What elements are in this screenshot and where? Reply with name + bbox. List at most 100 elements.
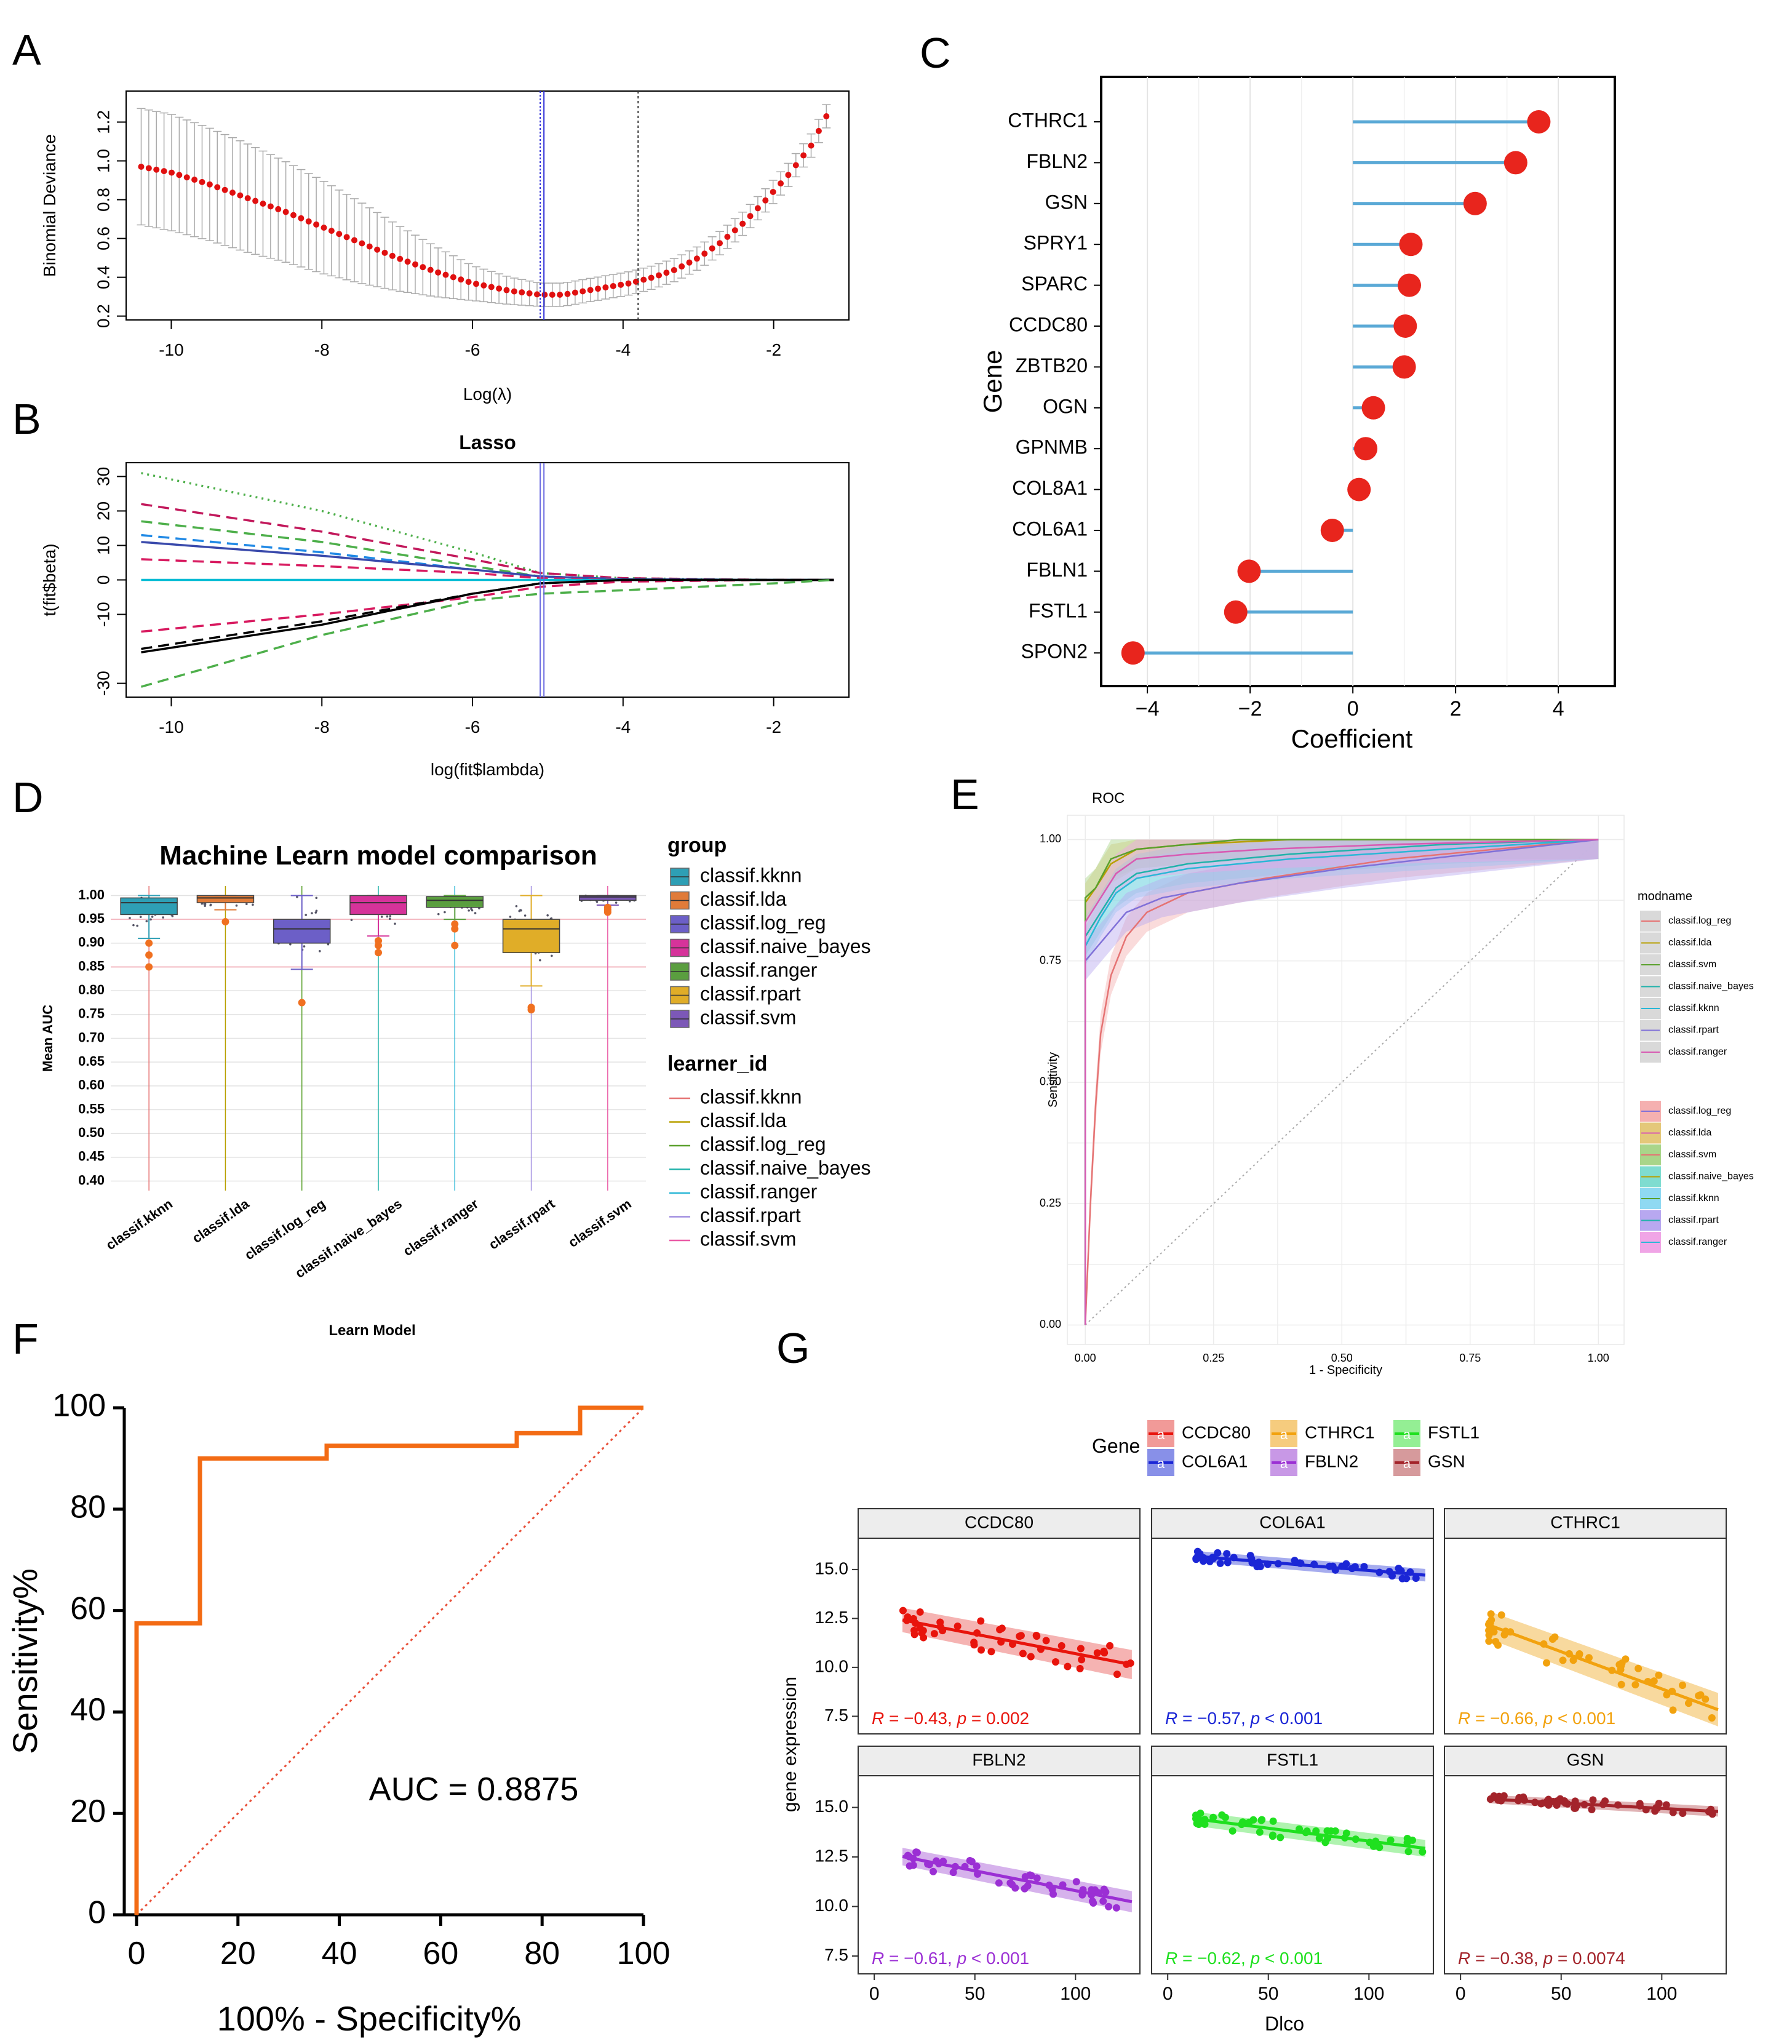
panel-a-point [397, 255, 404, 262]
panel-a-point [557, 292, 563, 298]
panel-g-stat-R: R [1458, 1709, 1470, 1728]
panel-a-point [336, 231, 343, 238]
panel-g-point [1049, 1890, 1057, 1898]
panel-g-stat-R-value: = −0.38, [1470, 1949, 1543, 1968]
panel-g-point [1668, 1687, 1676, 1695]
panel-g-point [1321, 1838, 1329, 1846]
panel-d-jitter-point [204, 903, 207, 906]
panel-d-legend-group-label: classif.rpart [700, 983, 801, 1005]
panel-e-xtick-label: 0.25 [1203, 1352, 1224, 1364]
panel-g-point [1352, 1835, 1360, 1843]
panel-d-outlier [145, 939, 153, 947]
panel-g-point [1341, 1834, 1349, 1842]
panel-g-point [904, 1851, 912, 1859]
panel-g-point [1229, 1827, 1236, 1835]
panel-g-point [1565, 1650, 1573, 1658]
panel-a-point [808, 142, 814, 149]
panel-g-point [1209, 1813, 1217, 1821]
panel-g-point [1662, 1801, 1670, 1809]
panel-g-point [1387, 1836, 1395, 1844]
panel-b-ytick-label: 30 [94, 467, 113, 486]
panel-a-point [671, 266, 677, 273]
panel-g-point [1559, 1656, 1567, 1664]
panel-a-point [435, 269, 442, 276]
panel-d-jitter-point [380, 916, 383, 918]
panel-c-point [1463, 191, 1487, 215]
panel-g-stat-R: R [872, 1949, 884, 1968]
panel-a-point [161, 168, 167, 175]
panel-g-point [1196, 1817, 1204, 1825]
panel-g-stat-annotation: R = −0.38, p = 0.0074 [1458, 1949, 1625, 1968]
panel-a-point [785, 172, 792, 178]
panel-b-series-s8 [141, 578, 834, 633]
panel-a-point [381, 249, 388, 256]
panel-g-point [1072, 1878, 1080, 1886]
panel-d-jitter-point [515, 904, 518, 908]
panel-a-point [731, 227, 738, 234]
panel-d-legend-group-label: classif.log_reg [700, 911, 826, 933]
panel-e-band-classif.kknn [1085, 839, 1599, 1325]
panel-c-xtick-label: 4 [1553, 697, 1564, 721]
panel-d-ytick-label: 0.65 [78, 1053, 105, 1069]
panel-a-ytick-label: 1.2 [94, 110, 113, 134]
panel-a-point [351, 237, 357, 244]
panel-a-point [389, 252, 396, 259]
panel-c-point [1224, 600, 1248, 624]
panel-d-jitter-point [474, 912, 477, 914]
panel-g-point [1403, 1834, 1411, 1842]
panel-d-ytick-label: 0.90 [78, 935, 105, 950]
panel-b-series-s1 [141, 472, 834, 581]
panel-b-xlabel: log(fit$lambda) [431, 760, 544, 779]
panel-d-legend-group-label: classif.naive_bayes [700, 935, 870, 957]
panel-g-point [1248, 1559, 1256, 1567]
panel-g-point [912, 1619, 920, 1627]
panel-g-point [1651, 1807, 1659, 1815]
panel-g-point [1326, 1562, 1334, 1570]
panel-g-point [949, 1869, 957, 1877]
panel-g-point [1507, 1628, 1515, 1636]
panel-b-ylabel: t(fit$beta) [40, 543, 59, 616]
panel-g-point [973, 1629, 981, 1637]
panel-g-point [1051, 1658, 1059, 1666]
panel-c-gene-label: COL6A1 [1012, 517, 1088, 540]
panel-g-legend-label: FBLN2 [1305, 1451, 1358, 1471]
panel-d-outlier [298, 999, 306, 1007]
panel-label-B: B [12, 395, 41, 443]
panel-a-point [618, 281, 624, 288]
panel-label-D: D [12, 773, 44, 821]
panel-d-jitter-point [204, 904, 206, 907]
panel-g-xtick-label: 0 [1163, 1984, 1173, 2004]
panel-b-xtick-label: -4 [615, 717, 631, 737]
panel-d-outlier [451, 925, 459, 933]
panel-d-jitter-point [315, 896, 318, 900]
panel-e-legend-label-2: classif.ranger [1668, 1237, 1727, 1247]
panel-g-point [1697, 1691, 1705, 1699]
panel-g-point [1617, 1680, 1625, 1688]
panel-f-xtick-label: 40 [322, 1936, 357, 1971]
panel-a-point [648, 274, 655, 281]
panel-d-jitter-point [509, 916, 512, 918]
panel-d-outlier [375, 941, 382, 949]
panel-g-stat-p: p [1250, 1709, 1260, 1728]
panel-g-stat-p-value: < 0.001 [1260, 1949, 1323, 1968]
panel-g-point [1553, 1801, 1561, 1809]
panel-g-point [1485, 1637, 1493, 1645]
panel-g-stat-p-value: = 0.002 [966, 1709, 1029, 1728]
panel-e-ytick-label: 1.00 [1040, 832, 1061, 845]
panel-d-jitter-point [149, 918, 152, 921]
panel-g-point [1338, 1562, 1346, 1570]
panel-g-point [1078, 1656, 1086, 1664]
panel-g-stat-R-value: = −0.43, [884, 1709, 957, 1728]
panel-g-point [1296, 1825, 1304, 1833]
panel-c-point [1399, 233, 1423, 257]
panel-f-xtick-label: 60 [423, 1936, 458, 1971]
panel-g-point [977, 1617, 985, 1625]
panel-g-stat-R-value: = −0.66, [1470, 1709, 1543, 1728]
panel-label-C: C [920, 29, 951, 77]
panel-g-ytick-label: 10.0 [815, 1656, 849, 1675]
panel-a-frame [125, 90, 850, 321]
panel-g-point [1076, 1664, 1084, 1672]
panel-g-regression-line [1488, 1623, 1719, 1712]
panel-g-strip [1151, 1508, 1434, 1539]
panel-g-point [1024, 1882, 1032, 1890]
